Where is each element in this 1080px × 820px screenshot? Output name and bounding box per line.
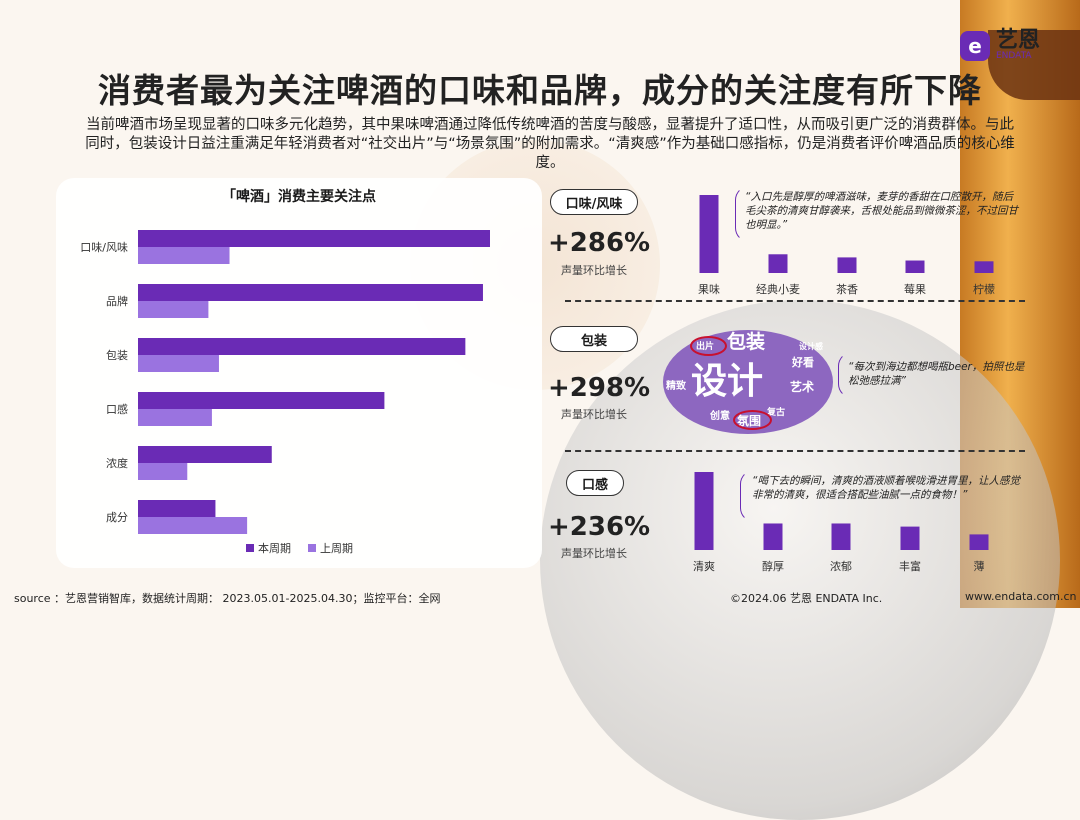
bar — [694, 472, 714, 550]
cloud-word: 复古 — [767, 408, 786, 418]
taste-growth: +286% — [548, 228, 651, 258]
mouthfeel-growth-label: 声量环比增长 — [561, 547, 627, 560]
package-quote: “每次到海边都想喝瓶beer，拍照也是松弛感拉满” — [848, 361, 1025, 387]
category-label: 成分 — [106, 511, 128, 524]
category-label: 浓郁 — [830, 559, 852, 573]
bar-previous — [138, 517, 248, 534]
chart-title: 「啤酒」消费主要关注点 — [222, 189, 376, 205]
bar-current — [138, 338, 466, 355]
endata-logo-icon: e — [959, 30, 990, 61]
cloud-word: 创意 — [710, 411, 730, 422]
bar-current — [138, 230, 490, 247]
category-label: 薄 — [974, 559, 985, 573]
cloud-word: 包装 — [727, 331, 766, 353]
bar-current — [138, 446, 272, 463]
concern-chart-card: 「啤酒」消费主要关注点 口味/风味品牌包装口感浓度成分本周期 上周期 — [56, 178, 542, 568]
package-quote-bracket-left — [838, 352, 1020, 398]
category-label: 经典小麦 — [756, 282, 800, 296]
highlight-circle-fenwei — [733, 410, 772, 430]
bar — [974, 261, 994, 273]
legend-swatch — [308, 544, 316, 552]
bar — [905, 260, 925, 273]
cloud-word: 设计 — [691, 361, 764, 402]
page-title: 消费者最为关注啤酒的口味和品牌，成分的关注度有所下降 — [98, 71, 982, 110]
section-divider-1 — [565, 300, 1025, 302]
bar — [831, 523, 851, 550]
taste-quote-bracket-left — [735, 186, 1027, 242]
logo-subtext: ENDATA — [995, 51, 1032, 61]
bar — [900, 526, 920, 550]
endata-logo: e 艺恩 ENDATA — [959, 28, 1040, 61]
mouthfeel-label: 口感 — [566, 470, 624, 496]
cloud-word: 精致 — [666, 381, 686, 392]
bar-current — [138, 392, 385, 409]
category-label: 品牌 — [106, 294, 128, 308]
background-bottle — [988, 30, 1080, 100]
package-growth: +298% — [548, 373, 651, 403]
bar — [969, 534, 989, 550]
bar-previous — [138, 409, 212, 426]
footer-source: source ：艺恩营销智库，数据统计周期： 2023.05.01-2025.0… — [14, 592, 441, 605]
category-label: 果味 — [698, 283, 720, 296]
intro-paragraph: 当前啤酒市场呈现显著的口味多元化趋势，其中果味啤酒通过降低传统啤酒的苦度与酸感，… — [85, 117, 1015, 171]
taste-label: 口味/风味 — [550, 189, 638, 215]
taste-growth-label: 声量环比增长 — [561, 264, 627, 277]
bar — [837, 257, 857, 273]
category-label: 茶香 — [836, 283, 858, 296]
category-label: 清爽 — [693, 560, 715, 573]
category-label: 醇厚 — [762, 559, 784, 573]
mouthfeel-growth: +236% — [548, 512, 651, 542]
legend-swatch — [246, 544, 254, 552]
highlight-circle-chupian — [690, 336, 727, 356]
footer-url[interactable]: www.endata.com.cn — [965, 590, 1077, 603]
section-divider-2 — [565, 450, 1025, 452]
bar-current — [138, 500, 216, 517]
bar-current — [138, 284, 483, 301]
mouthfeel-quote-bracket-left — [740, 470, 1032, 522]
mouthfeel-quote: “喝下去的瞬间，清爽的酒液顺着喉咙滑进胃里，让人感觉非常的清爽，很适合搭配些油腻… — [752, 475, 1020, 501]
package-growth-label: 声量环比增长 — [561, 408, 627, 421]
logo-text: 艺恩 — [995, 28, 1040, 53]
cloud-word: 设计感 — [799, 342, 823, 351]
taste-bar-chart: 果味 经典小麦 茶香 莓果 柠檬 — [698, 195, 995, 296]
cloud-word: 好看 — [792, 356, 814, 369]
legend-label: 上周期 — [320, 542, 353, 555]
bar — [699, 195, 719, 273]
category-label: 莓果 — [904, 283, 926, 296]
bar-previous — [138, 355, 219, 372]
bar-previous — [138, 247, 230, 264]
bar-previous — [138, 301, 209, 318]
bar — [763, 523, 783, 550]
legend-label: 本周期 — [258, 541, 291, 555]
package-label: 包装 — [550, 326, 638, 352]
footer-copyright: ©2024.06 艺恩 ENDATA Inc. — [730, 592, 883, 605]
category-label: 口味/风味 — [80, 241, 128, 254]
category-label: 柠檬 — [973, 282, 995, 296]
mouthfeel-bar-chart: 清爽 醇厚 浓郁 丰富 薄 — [693, 472, 989, 573]
category-label: 包装 — [106, 349, 128, 362]
bar-previous — [138, 463, 188, 480]
taste-quote: “入口先是醇厚的啤酒滋味，麦芽的香甜在口腔散开，随后毛尖茶的清爽甘醇袭来，舌根处… — [745, 191, 1018, 231]
category-label: 口感 — [106, 403, 128, 416]
bar — [768, 254, 788, 273]
category-label: 浓度 — [106, 456, 128, 470]
category-label: 丰富 — [899, 559, 921, 573]
cloud-word: 艺术 — [790, 380, 815, 394]
